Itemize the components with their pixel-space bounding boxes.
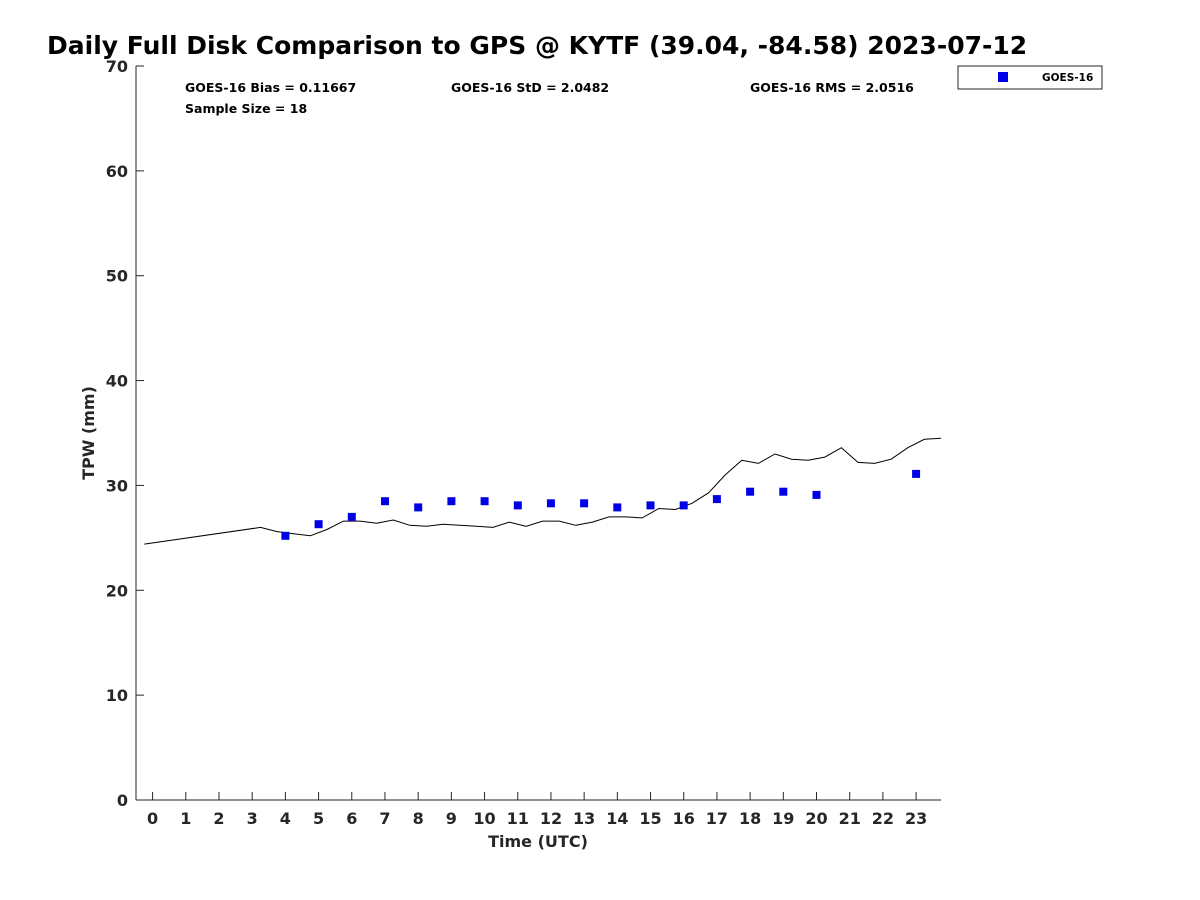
- x-tick-label: 9: [446, 809, 457, 828]
- goes16-point: [281, 531, 290, 540]
- x-tick-label: 15: [639, 809, 661, 828]
- x-tick-label: 22: [872, 809, 894, 828]
- chart-title: Daily Full Disk Comparison to GPS @ KYTF…: [47, 31, 1027, 60]
- x-tick-label: 18: [739, 809, 761, 828]
- x-axis-label: Time (UTC): [488, 832, 588, 851]
- stat-std: GOES-16 StD = 2.0482: [451, 80, 609, 95]
- plot-frame: [135, 66, 941, 801]
- goes16-point: [712, 495, 721, 504]
- goes16-point: [613, 503, 622, 512]
- x-tick-label: 8: [413, 809, 424, 828]
- series-layer: [144, 437, 942, 545]
- x-tick-label: 17: [706, 809, 728, 828]
- x-tick-label: 0: [147, 809, 158, 828]
- y-axis: 0 10 20 30 40 50 60 70: [106, 57, 144, 810]
- goes16-point: [580, 499, 589, 508]
- y-tick-label: 60: [106, 162, 128, 181]
- y-tick-label: 30: [106, 476, 128, 495]
- goes16-point: [746, 487, 755, 496]
- y-tick-label: 0: [117, 791, 128, 810]
- x-tick-label: 4: [280, 809, 291, 828]
- y-tick-label: 50: [106, 267, 128, 286]
- x-tick-label: 13: [573, 809, 595, 828]
- y-tick-label: 20: [106, 581, 128, 600]
- legend-label-goes16: GOES-16: [1042, 72, 1093, 84]
- goes16-point: [347, 512, 356, 521]
- goes16-point: [314, 520, 323, 529]
- x-tick-label: 10: [473, 809, 495, 828]
- goes16-point: [546, 499, 555, 508]
- x-tick-label: 11: [507, 809, 529, 828]
- goes16-point: [447, 497, 456, 506]
- goes16-point: [414, 503, 423, 512]
- x-tick-label: 21: [839, 809, 861, 828]
- x-tick-label: 23: [905, 809, 927, 828]
- y-tick-label: 70: [106, 57, 128, 76]
- y-axis-label: TPW (mm): [79, 386, 98, 480]
- x-tick-label: 1: [180, 809, 191, 828]
- legend-box: [957, 65, 1103, 90]
- legend: GOES-16: [957, 65, 1103, 90]
- goes16-point: [779, 487, 788, 496]
- x-tick-label: 12: [540, 809, 562, 828]
- x-tick-label: 6: [346, 809, 357, 828]
- x-tick-label: 2: [213, 809, 224, 828]
- stat-sample-size: Sample Size = 18: [185, 101, 307, 116]
- stat-bias: GOES-16 Bias = 0.11667: [185, 80, 356, 95]
- x-axis: 0 1 2 3 4 5 6 7 8 9 10 11 12 13 14 15 16 17 18 19 20 21 22 23: [147, 792, 927, 828]
- y-tick-label: 10: [106, 686, 128, 705]
- gps-tpw-line: [144, 437, 942, 545]
- goes16-point: [381, 497, 389, 506]
- legend-marker-goes16: [998, 72, 1008, 82]
- goes16-point: [679, 501, 688, 510]
- goes16-point: [513, 501, 522, 510]
- x-tick-label: 20: [805, 809, 827, 828]
- x-tick-label: 5: [313, 809, 324, 828]
- x-tick-label: 19: [772, 809, 794, 828]
- goes16-point: [480, 497, 489, 506]
- x-tick-label: 3: [247, 809, 258, 828]
- x-tick-label: 16: [673, 809, 695, 828]
- goes16-point: [646, 501, 655, 510]
- goes16-point: [812, 490, 821, 499]
- y-tick-label: 40: [106, 372, 128, 391]
- x-tick-label: 14: [606, 809, 628, 828]
- stat-rms: GOES-16 RMS = 2.0516: [750, 80, 914, 95]
- x-tick-label: 7: [379, 809, 390, 828]
- goes16-point: [912, 469, 921, 478]
